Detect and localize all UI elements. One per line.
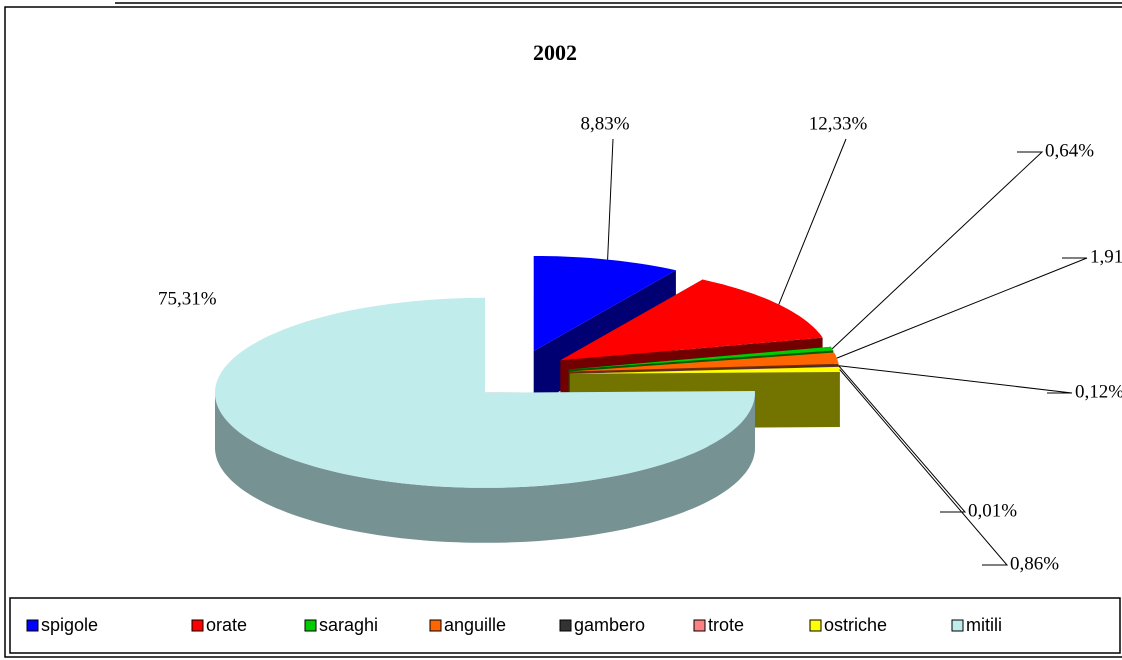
legend-label: orate: [206, 615, 247, 635]
legend-label: mitili: [966, 615, 1002, 635]
legend-swatch: [559, 619, 572, 632]
legend-swatch: [26, 619, 39, 632]
pie-slice: [215, 297, 755, 543]
leader-line: [839, 369, 1009, 566]
slice-top: [569, 365, 840, 374]
leader-line: [838, 365, 1073, 394]
slice-top: [568, 346, 834, 370]
legend-label: ostriche: [824, 615, 887, 635]
data-label: 1,91%: [1090, 246, 1122, 267]
legend-label: anguille: [444, 615, 506, 635]
leader-line: [831, 151, 1044, 350]
leader-line: [836, 257, 1088, 359]
data-label: 0,86%: [1010, 553, 1059, 574]
data-label: 8,83%: [580, 113, 629, 134]
legend-swatch: [693, 619, 706, 632]
legend-swatch: [809, 619, 822, 632]
leader-line: [838, 365, 967, 513]
slice-top: [560, 279, 823, 361]
data-label: 75,31%: [158, 288, 217, 309]
legend-swatch: [951, 619, 964, 632]
legend-swatch: [304, 619, 317, 632]
slice-side: [215, 392, 755, 543]
leader-line: [607, 138, 614, 260]
slice-top: [569, 352, 839, 372]
slice-top: [215, 297, 755, 488]
slice-top: [569, 366, 840, 374]
data-label: 0,01%: [968, 500, 1017, 521]
data-label: 0,12%: [1075, 381, 1122, 402]
legend-label: saraghi: [319, 615, 378, 635]
legend-label: spigole: [41, 615, 98, 635]
data-label: 0,64%: [1045, 140, 1094, 161]
legend-label: gambero: [574, 615, 645, 635]
legend-label: trote: [708, 615, 744, 635]
slice-top: [533, 256, 676, 351]
legend-swatch: [429, 619, 442, 632]
leader-line: [778, 138, 847, 305]
data-label: 12,33%: [809, 113, 868, 134]
chart-title: 2002: [533, 40, 577, 65]
legend-swatch: [191, 619, 204, 632]
